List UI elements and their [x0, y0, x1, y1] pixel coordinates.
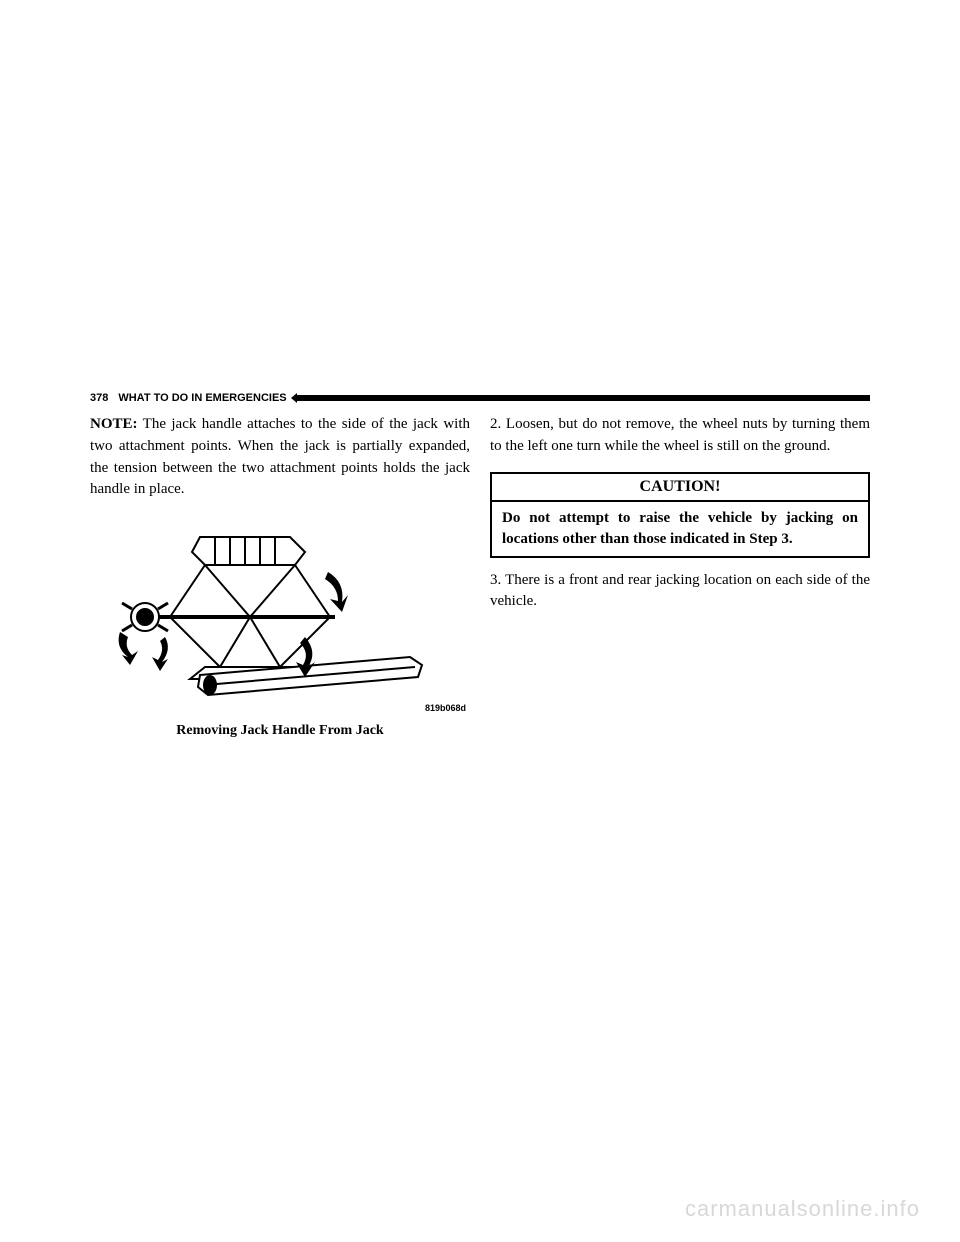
- left-column: NOTE: The jack handle attaches to the si…: [90, 414, 470, 739]
- right-column: 2. Loosen, but do not remove, the wheel …: [490, 414, 870, 739]
- header-rule: [295, 395, 870, 401]
- caution-title: CAUTION!: [492, 474, 868, 502]
- watermark: carmanualsonline.info: [685, 1196, 920, 1222]
- step-2-text: 2. Loosen, but do not remove, the wheel …: [490, 414, 870, 458]
- jack-illustration: [110, 517, 450, 717]
- figure-caption: Removing Jack Handle From Jack: [90, 723, 470, 739]
- page-header: 378 WHAT TO DO IN EMERGENCIES: [90, 392, 870, 404]
- figure: 819b068d Removing Jack Handle From Jack: [90, 517, 470, 739]
- caution-body: Do not attempt to raise the vehicle by j…: [492, 502, 868, 556]
- page-number: 378: [90, 392, 108, 404]
- note-paragraph: NOTE: The jack handle attaches to the si…: [90, 414, 470, 501]
- figure-id: 819b068d: [425, 703, 466, 713]
- note-text: The jack handle attaches to the side of …: [90, 416, 470, 497]
- step-3-text: 3. There is a front and rear jacking loc…: [490, 570, 870, 614]
- content-columns: NOTE: The jack handle attaches to the si…: [90, 414, 870, 739]
- caution-box: CAUTION! Do not attempt to raise the veh…: [490, 472, 870, 558]
- section-title: WHAT TO DO IN EMERGENCIES: [118, 392, 286, 404]
- note-label: NOTE:: [90, 416, 138, 432]
- manual-page: 378 WHAT TO DO IN EMERGENCIES NOTE: The …: [90, 392, 870, 739]
